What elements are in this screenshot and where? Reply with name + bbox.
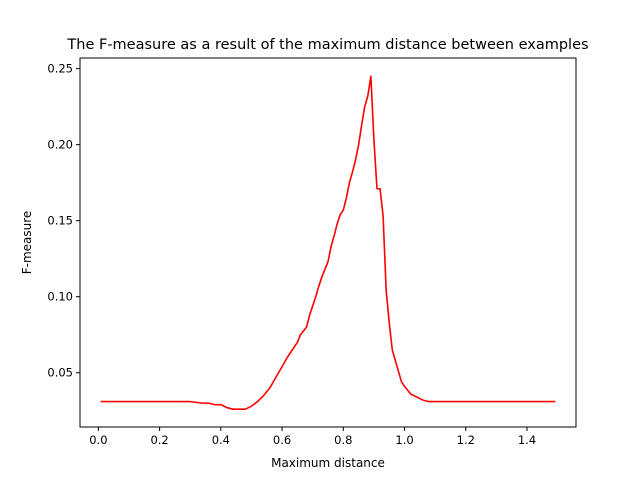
- plot-area: [100, 75, 556, 411]
- y-tick-label: 0.15: [47, 214, 73, 228]
- plot-frame: [79, 57, 577, 428]
- x-axis-label: Maximum distance: [271, 456, 385, 470]
- y-tick-label: 0.05: [47, 366, 73, 380]
- y-tick-label: 0.10: [47, 290, 73, 304]
- y-axis-label: F-measure: [20, 211, 34, 275]
- x-tick-label: 0.8: [334, 433, 352, 447]
- x-tick-label: 1.4: [518, 433, 536, 447]
- y-tick-label: 0.25: [47, 62, 73, 76]
- x-tick-label: 0.6: [273, 433, 291, 447]
- x-axis: 0.0 0.2 0.4 0.6 0.8 1.0 1.2 1.4: [89, 427, 536, 447]
- x-tick-label: 0.4: [212, 433, 230, 447]
- y-axis: 0.05 0.10 0.15 0.20 0.25: [47, 62, 80, 380]
- x-tick-label: 0.0: [89, 433, 107, 447]
- x-tick-label: 1.0: [395, 433, 413, 447]
- series-line-0: [100, 75, 556, 411]
- x-tick-label: 0.2: [150, 433, 168, 447]
- x-tick-label: 1.2: [457, 433, 475, 447]
- y-tick-label: 0.20: [47, 138, 73, 152]
- chart-title: The F-measure as a result of the maximum…: [66, 37, 588, 53]
